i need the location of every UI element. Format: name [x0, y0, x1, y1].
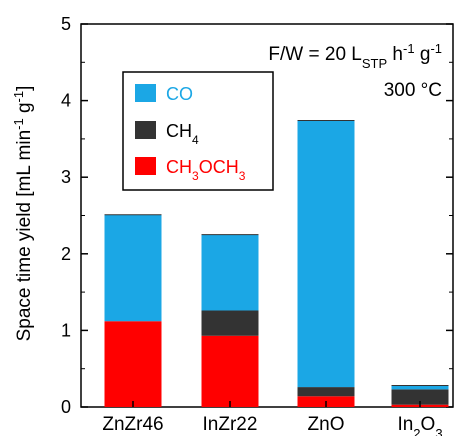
x-tick-label: ZnO: [308, 414, 345, 435]
text-part: -1: [11, 118, 26, 130]
text-part: ZnZr46: [102, 414, 163, 435]
text-part: 3: [192, 169, 199, 183]
x-tick-label: InZr22: [203, 414, 258, 435]
legend-label: CO: [166, 84, 193, 104]
legend-swatch: [135, 157, 156, 175]
y-tick-label: 3: [61, 167, 71, 187]
text-part: Space time yield [mL min: [14, 130, 35, 342]
text-part: O: [421, 414, 436, 435]
text-part: h: [387, 44, 403, 65]
bar-segment: [104, 214, 162, 322]
text-part: CO: [166, 84, 193, 104]
y-tick-label: 2: [61, 244, 71, 264]
bar-segment: [297, 387, 355, 397]
bar-segment: [297, 120, 355, 388]
text-part: In: [397, 414, 413, 435]
text-part: g: [415, 44, 431, 65]
text-part: InZr22: [203, 414, 258, 435]
text-part: F/W = 20 L: [268, 44, 361, 65]
text-part: 300 °C: [384, 80, 442, 101]
x-tick-label: ZnZr46: [102, 414, 163, 435]
annotation-fw: F/W = 20 LSTP h-1 g-1: [268, 41, 442, 71]
x-tick-label: In2O3: [397, 414, 442, 436]
legend-label: CH4: [166, 121, 199, 147]
text-part: 4: [192, 133, 199, 147]
text-part: CH: [166, 157, 192, 177]
text-part: -1: [430, 41, 442, 56]
y-tick-label: 4: [61, 91, 71, 111]
y-axis-label: Space time yield [mL min-1 g-1]: [11, 86, 36, 342]
legend-swatch: [135, 84, 156, 102]
bar-segment: [201, 335, 259, 407]
text-part: STP: [362, 56, 387, 71]
text-part: -1: [11, 91, 26, 103]
text-part: CH: [166, 121, 192, 141]
text-part: 2: [413, 426, 420, 437]
text-part: ZnO: [308, 414, 345, 435]
bar-segment: [201, 310, 259, 336]
legend-label: CH3OCH3: [166, 157, 246, 183]
bar-segment: [391, 389, 449, 405]
text-part: ]: [14, 86, 35, 91]
y-tick-label: 1: [61, 320, 71, 340]
bar-segment: [201, 234, 259, 311]
text-part: 3: [435, 426, 442, 437]
text-part: 3: [239, 169, 246, 183]
y-tick-label: 0: [61, 397, 71, 417]
bar-segment: [391, 385, 449, 390]
text-part: g: [14, 102, 35, 118]
text-part: OCH: [199, 157, 239, 177]
text-part: -1: [403, 41, 415, 56]
annotation-temperature: 300 °C: [384, 80, 442, 101]
legend-swatch: [135, 121, 156, 139]
bar-segment: [104, 321, 162, 407]
y-tick-label: 5: [61, 14, 71, 34]
